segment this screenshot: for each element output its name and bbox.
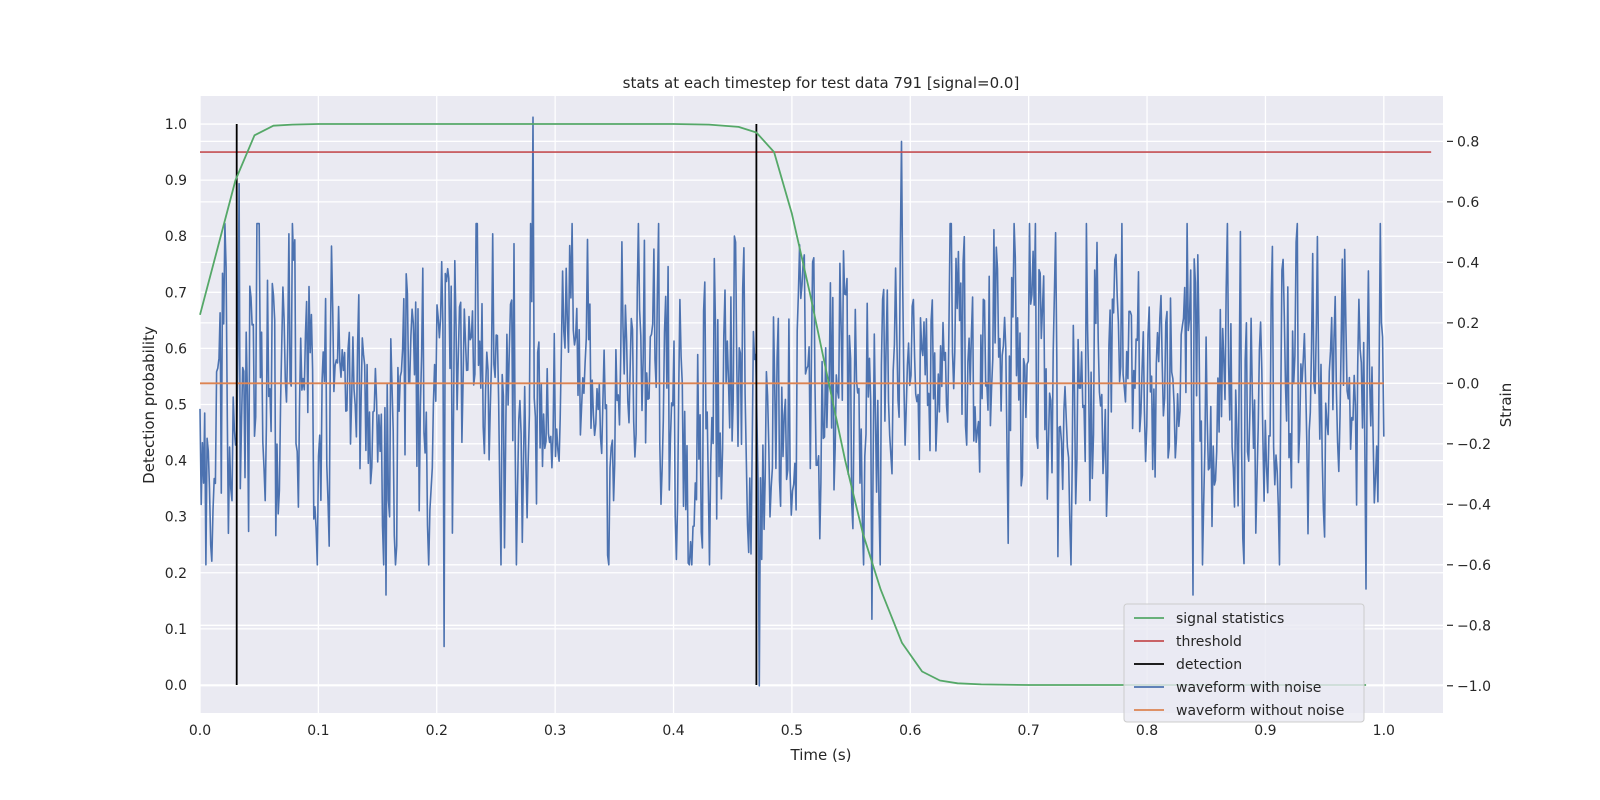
y-right-tick-label: −0.6 (1457, 558, 1491, 574)
legend-label: signal statistics (1176, 611, 1284, 627)
y-right-tick-label: −0.4 (1457, 497, 1491, 513)
x-axis-ticks: 0.0 0.1 0.2 0.3 0.4 0.5 0.6 0.7 0.8 0.9 1.0 (189, 723, 1395, 739)
legend-box (1123, 603, 1365, 723)
series-signal-statistics (199, 123, 1367, 686)
x-axis-label: Time (s) (790, 746, 852, 764)
x-tick-label: 0.2 (426, 723, 448, 739)
y-left-tick-label: 0.3 (165, 510, 187, 526)
x-tick-label: 0.1 (307, 723, 329, 739)
y-right-axis-label: Strain (1497, 383, 1515, 427)
series-waveform-with-noise (199, 116, 1385, 687)
y-left-tick-label: 0.5 (165, 398, 187, 414)
y-left-tick-label: 0.1 (165, 622, 187, 638)
series-layer (199, 116, 1432, 687)
y-right-tick-label: 0.8 (1457, 134, 1479, 150)
legend-label: waveform with noise (1176, 680, 1321, 696)
y-left-tick-label: 1.0 (165, 117, 187, 133)
x-tick-label: 0.0 (189, 723, 211, 739)
y-right-tick-label: −0.8 (1457, 618, 1491, 634)
legend: signal statistics threshold detection wavef… (1123, 603, 1365, 723)
chart-title: stats at each timestep for test data 791… (623, 74, 1020, 92)
x-tick-label: 1.0 (1373, 723, 1395, 739)
legend-label: detection (1176, 657, 1242, 673)
y-right-tick-label: 0.6 (1457, 195, 1479, 211)
y-right-tick-label: 0.0 (1457, 376, 1479, 392)
y-left-tick-label: 0.9 (165, 173, 187, 189)
y-left-tick-label: 0.7 (165, 285, 187, 301)
x-tick-label: 0.8 (1136, 723, 1158, 739)
x-tick-label: 0.5 (781, 723, 803, 739)
y-right-tick-label: −0.2 (1457, 437, 1491, 453)
x-tick-label: 0.3 (544, 723, 566, 739)
y-left-tick-label: 0.2 (165, 566, 187, 582)
y-right-tick-label: 0.4 (1457, 255, 1479, 271)
x-tick-label: 0.9 (1254, 723, 1276, 739)
y-left-tick-label: 0.0 (165, 678, 187, 694)
y-left-axis-ticks: 0.0 0.1 0.2 0.3 0.4 0.5 0.6 0.7 0.8 0.9 1.0 (165, 117, 187, 694)
y-left-axis-label: Detection probability (140, 326, 158, 484)
y-right-axis-ticks: −1.0 −0.8 −0.6 −0.4 −0.2 0.0 0.2 0.4 0.6 0.8 (1447, 134, 1491, 695)
legend-label: threshold (1176, 634, 1242, 650)
x-tick-label: 0.6 (899, 723, 921, 739)
x-tick-label: 0.4 (662, 723, 684, 739)
y-left-tick-label: 0.6 (165, 341, 187, 357)
legend-items: signal statistics threshold detection wavef… (1134, 611, 1344, 719)
x-tick-label: 0.7 (1018, 723, 1040, 739)
legend-label: waveform without noise (1176, 703, 1344, 719)
y-left-tick-label: 0.4 (165, 454, 187, 470)
y-right-tick-label: 0.2 (1457, 316, 1479, 332)
y-left-tick-label: 0.8 (165, 229, 187, 245)
y-right-tick-label: −1.0 (1457, 679, 1491, 695)
